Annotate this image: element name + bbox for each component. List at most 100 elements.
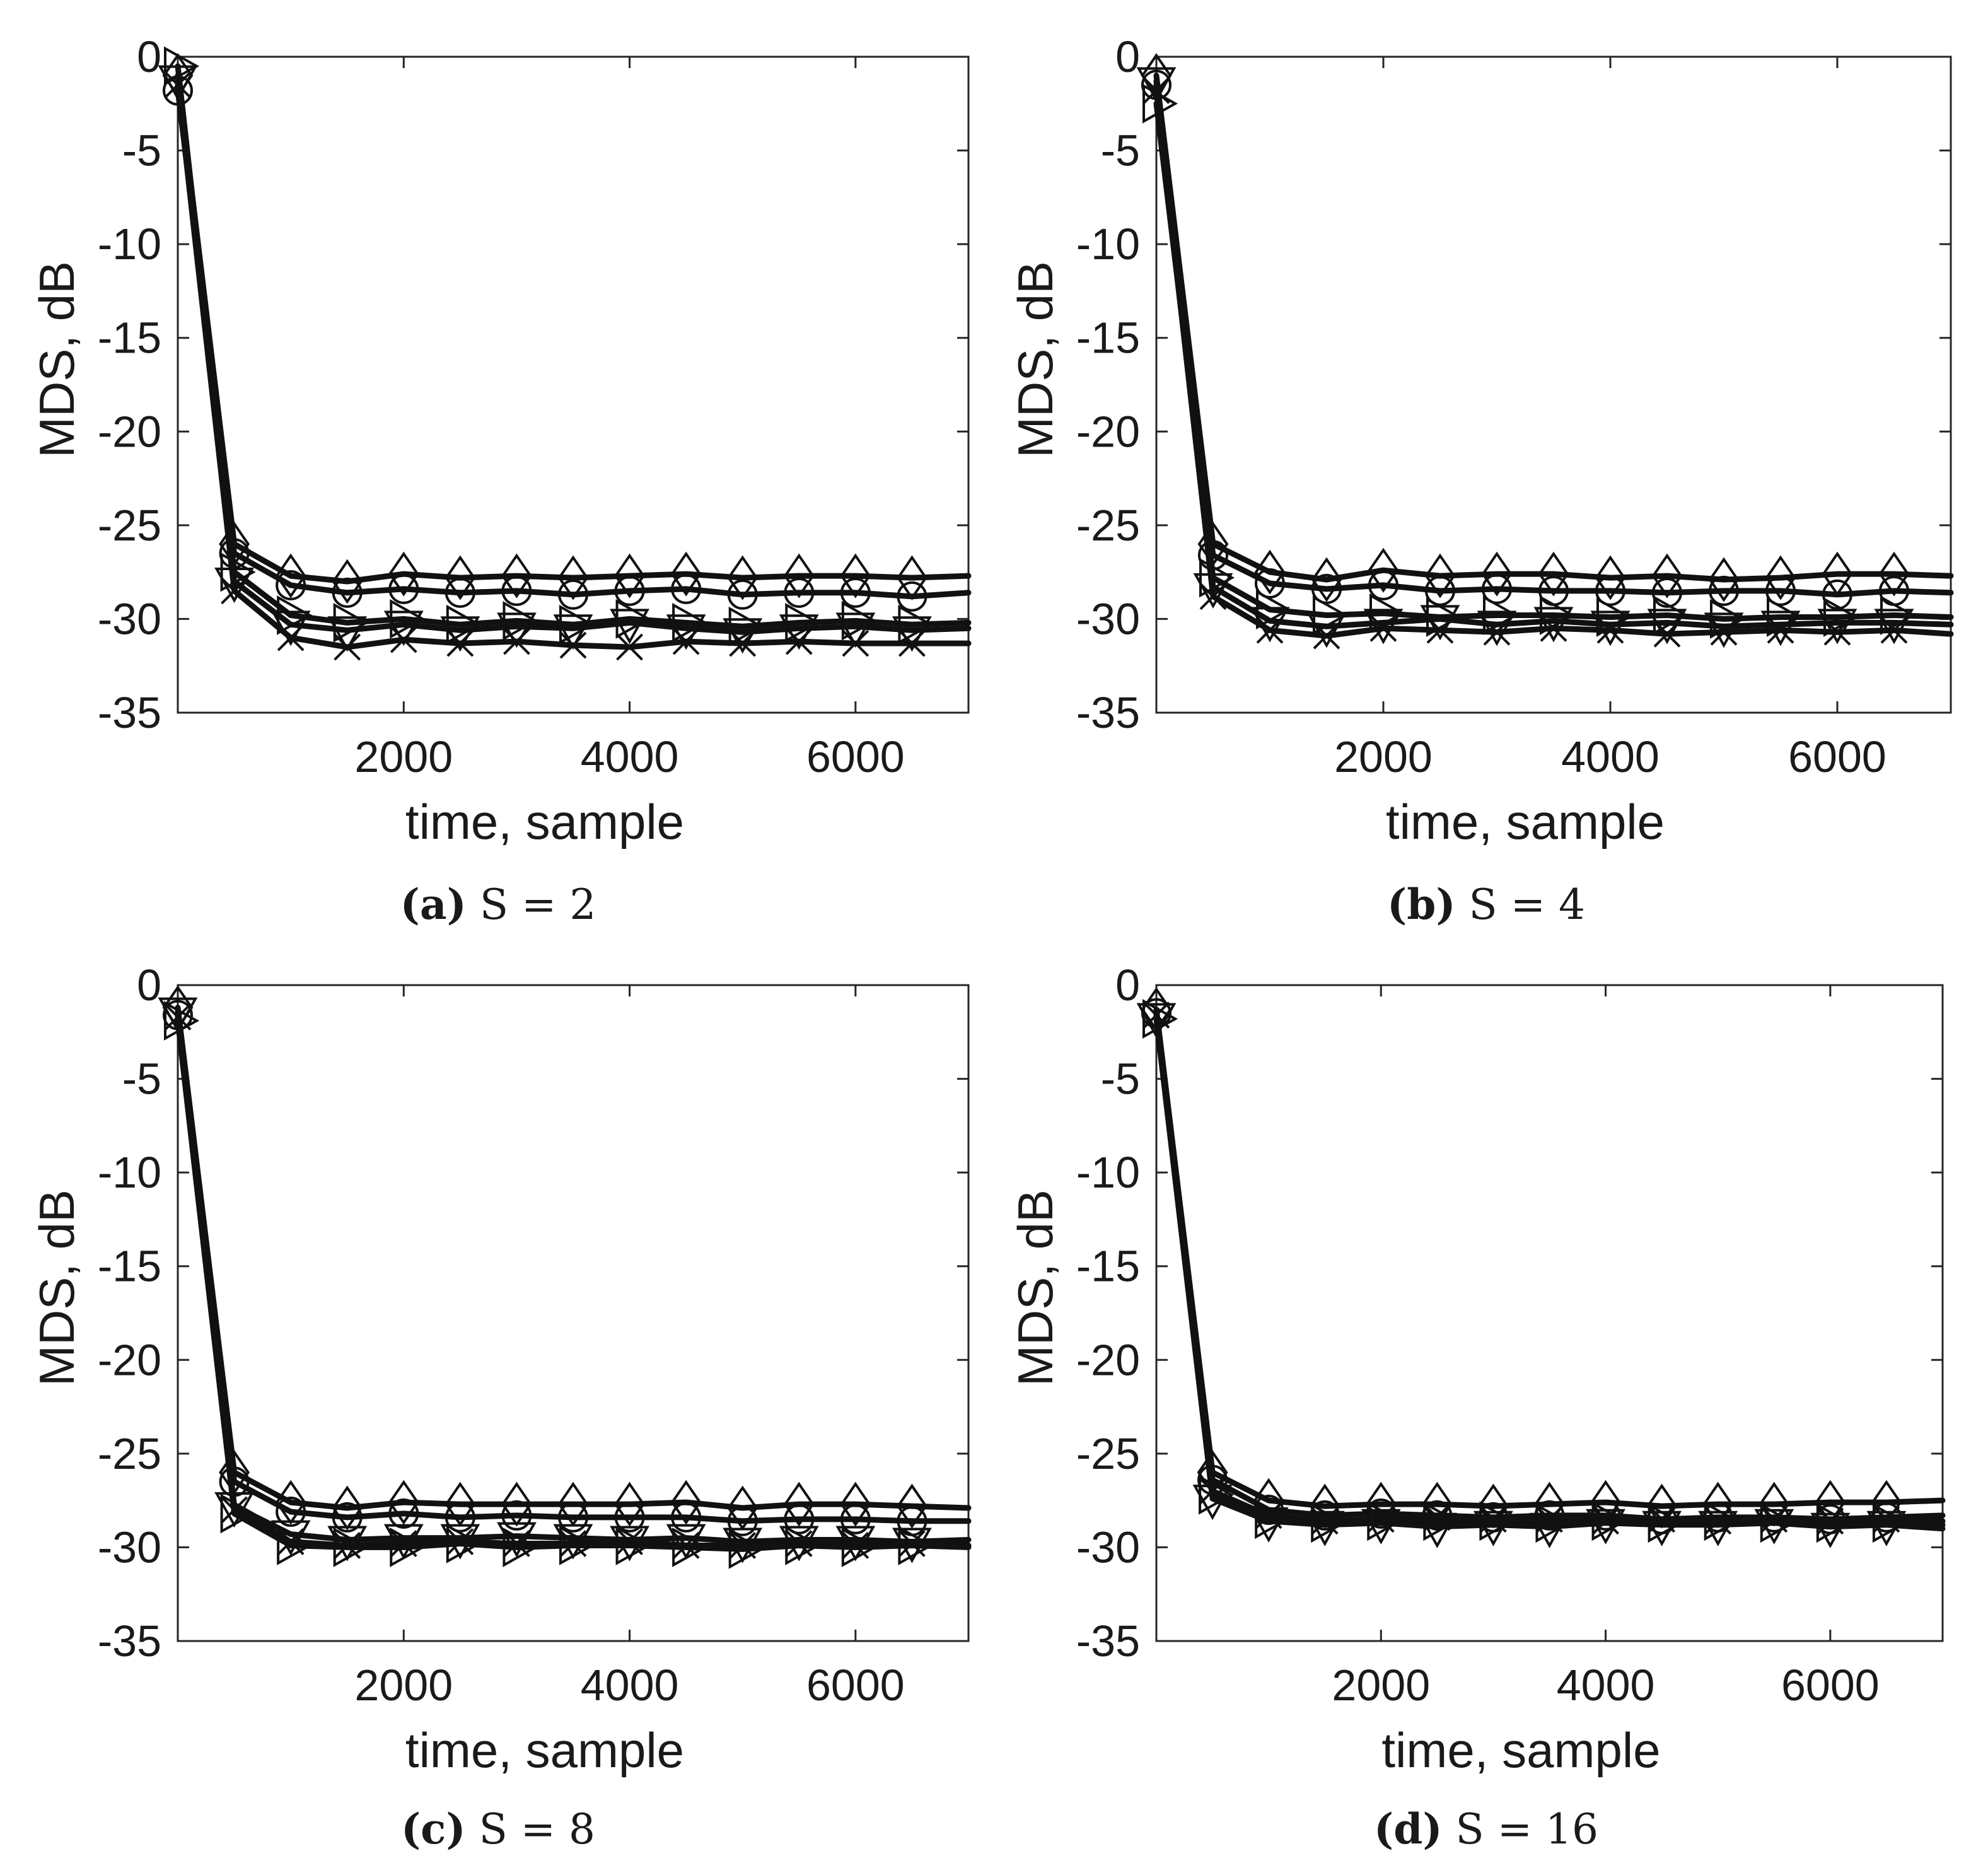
x-tick-label: 2000 bbox=[354, 1661, 453, 1710]
marker-circle bbox=[1765, 575, 1796, 606]
y-tick-label: -30 bbox=[98, 1522, 161, 1572]
marker-diamond bbox=[1368, 547, 1399, 593]
marker-triangle-right bbox=[841, 1527, 877, 1567]
series-line-triangle-down bbox=[1153, 1014, 1946, 1532]
y-tick-label: -5 bbox=[1101, 1054, 1140, 1104]
marker-circle bbox=[276, 570, 306, 600]
y-tick-label: 0 bbox=[137, 961, 161, 1010]
marker-cross bbox=[616, 633, 643, 661]
y-tick-label: 0 bbox=[1115, 32, 1140, 81]
marker-triangle-down bbox=[383, 610, 424, 646]
y-tick-label: -20 bbox=[1076, 1335, 1140, 1384]
marker-triangle-down bbox=[1306, 612, 1347, 648]
y-tick-label: -20 bbox=[98, 407, 161, 456]
series-line-triangle-down bbox=[1153, 78, 1954, 629]
marker-cross bbox=[1823, 618, 1851, 646]
series-line-circle bbox=[175, 88, 972, 600]
marker-circle bbox=[840, 577, 871, 608]
marker-triangle-down bbox=[1305, 1510, 1345, 1546]
marker-diamond bbox=[783, 553, 815, 599]
marker-cross bbox=[1767, 616, 1794, 644]
marker-triangle-down bbox=[1642, 1510, 1682, 1546]
y-tick-label: -15 bbox=[98, 1242, 161, 1291]
marker-diamond bbox=[388, 551, 419, 597]
marker-diamond bbox=[332, 559, 363, 604]
marker-circle bbox=[784, 1504, 815, 1534]
marker-triangle-right bbox=[277, 1526, 313, 1565]
marker-diamond bbox=[897, 1483, 927, 1529]
marker-triangle-down bbox=[1474, 1510, 1513, 1546]
marker-triangle-right bbox=[220, 1493, 256, 1534]
marker-triangle-down bbox=[497, 1522, 537, 1558]
panel-caption-tag: (d) bbox=[1374, 1804, 1443, 1854]
series-line-circle bbox=[1153, 1010, 1946, 1522]
marker-triangle-right bbox=[164, 1001, 200, 1041]
marker-triangle-right bbox=[615, 1526, 651, 1565]
marker-diamond bbox=[614, 1481, 645, 1527]
series-line-diamond bbox=[175, 1005, 972, 1511]
marker-cross bbox=[221, 577, 248, 605]
marker-diamond bbox=[670, 1480, 702, 1525]
marker-cross bbox=[729, 629, 757, 657]
x-tick-label: 2000 bbox=[354, 732, 453, 781]
series-line-diamond bbox=[1153, 1007, 1946, 1509]
marker-triangle-down bbox=[1533, 607, 1574, 643]
x-axis-label: time, sample bbox=[1381, 1722, 1660, 1778]
y-tick-label: -20 bbox=[98, 1335, 161, 1384]
marker-triangle-right bbox=[446, 1524, 482, 1563]
y-tick-label: -25 bbox=[98, 501, 161, 550]
marker-diamond bbox=[275, 553, 306, 599]
marker-circle bbox=[1822, 579, 1852, 610]
marker-triangle-down bbox=[1866, 1510, 1907, 1546]
marker-triangle-right bbox=[672, 1527, 708, 1567]
plot-area-frame bbox=[1155, 55, 1952, 714]
marker-triangle-down bbox=[1136, 1003, 1177, 1039]
panel-c: 0 -5 -10 -15 -20 -25 -30 -35 2000 4000 6000 time, s… bbox=[29, 961, 972, 1854]
marker-triangle-right bbox=[728, 1529, 764, 1569]
marker-triangle-down bbox=[1477, 610, 1517, 646]
panel-caption: (a) S = 2 bbox=[400, 880, 596, 929]
y-tick-label: -10 bbox=[1076, 1148, 1140, 1197]
marker-circle bbox=[445, 1502, 475, 1533]
y-axis-label: MDS, dB bbox=[1008, 261, 1063, 458]
series-line-triangle-right bbox=[1153, 1016, 1946, 1528]
marker-triangle-down bbox=[835, 612, 876, 648]
marker-diamond bbox=[557, 555, 589, 600]
y-tick-label: 0 bbox=[1115, 961, 1140, 1010]
marker-cross bbox=[1426, 616, 1454, 644]
panel-caption-tag: (b) bbox=[1387, 880, 1456, 929]
marker-triangle-down bbox=[1417, 1512, 1457, 1548]
y-tick-label: 0 bbox=[137, 32, 161, 81]
plot-area-frame bbox=[177, 55, 970, 714]
marker-cross bbox=[1596, 616, 1624, 644]
marker-cross bbox=[503, 628, 530, 655]
series-line-triangle-down bbox=[175, 76, 972, 635]
marker-triangle-down bbox=[1361, 1509, 1401, 1545]
x-axis-label: time, sample bbox=[405, 794, 684, 850]
marker-triangle-down bbox=[553, 614, 593, 650]
marker-circle bbox=[671, 1502, 702, 1533]
marker-triangle-right bbox=[390, 1527, 426, 1567]
marker-cross bbox=[1369, 614, 1397, 642]
marker-triangle-down bbox=[1698, 1510, 1738, 1546]
marker-triangle-right bbox=[898, 1526, 934, 1565]
series-line-cross bbox=[175, 1014, 972, 1548]
panel-b: 0 -5 -10 -15 -20 -25 -30 -35 2000 4000 6000 time, s… bbox=[1008, 32, 1954, 929]
marker-diamond bbox=[1708, 557, 1740, 602]
y-tick-label: -5 bbox=[122, 1054, 161, 1104]
marker-cross bbox=[1199, 583, 1227, 610]
series-line-triangle-right bbox=[175, 63, 972, 629]
marker-cross bbox=[1880, 616, 1908, 644]
y-tick-label: -35 bbox=[1076, 688, 1140, 737]
marker-triangle-down bbox=[497, 612, 537, 648]
marker-cross bbox=[1653, 620, 1681, 648]
marker-cross bbox=[390, 626, 417, 653]
marker-cross bbox=[1540, 614, 1567, 642]
marker-diamond bbox=[614, 553, 645, 599]
y-tick-label: -25 bbox=[98, 1429, 161, 1478]
x-tick-label: 2000 bbox=[1332, 1661, 1430, 1710]
panel-caption: (b) S = 4 bbox=[1387, 880, 1585, 929]
plot-area-frame bbox=[177, 984, 970, 1642]
panel-caption-title: S = 16 bbox=[1443, 1805, 1598, 1854]
marker-circle bbox=[1652, 577, 1682, 608]
